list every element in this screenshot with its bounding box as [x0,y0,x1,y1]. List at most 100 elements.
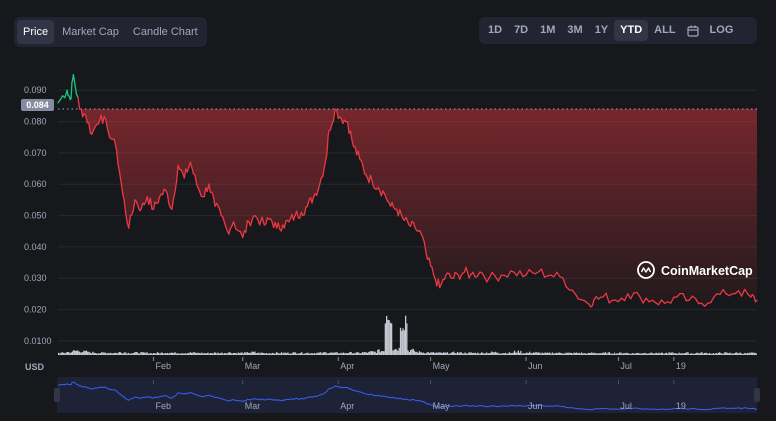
price-segment [369,174,373,182]
price-segment [639,296,644,304]
log-scale-button[interactable]: LOG [709,24,734,36]
price-segment [138,208,142,212]
range-3m-button[interactable]: 3M [567,24,583,36]
volume-bar [89,352,91,355]
price-segment [215,202,219,207]
volume-bar [270,353,272,355]
volume-bar [161,352,164,355]
volume-bar [339,353,341,355]
price-segment [740,288,746,297]
volume-bar [232,353,235,355]
volume-bar [591,352,593,355]
volume-bar [349,352,351,355]
price-segment [377,186,381,192]
volume-bar [155,353,157,355]
current-price-badge [21,99,54,111]
volume-bar [188,353,190,355]
volume-bar [316,352,318,355]
price-segment [166,192,170,205]
price-segment [103,116,107,121]
volume-bar [165,353,167,355]
volume-bar [377,349,379,355]
range-1d-button[interactable]: 1D [488,24,503,36]
volume-bar [545,352,547,355]
price-area [58,109,757,307]
range-ytd-button[interactable]: YTD [614,20,649,41]
tab-price[interactable]: Price [17,20,55,44]
price-segment [343,119,347,123]
volume-bar [208,353,210,355]
price-segment [479,271,483,274]
range-all-button[interactable]: ALL [654,24,676,36]
volume-bar [684,352,687,355]
volume-bar [739,352,741,355]
volume-bar [88,351,90,355]
volume-bar [587,353,589,355]
volume-bar [751,352,754,355]
volume-bar [283,352,285,355]
volume-bar [672,352,674,355]
tab-candle-chart[interactable]: Candle Chart [132,26,198,38]
price-segment [339,116,342,120]
volume-bar [683,353,685,355]
volume-bar [606,353,608,355]
volume-bar [68,352,70,355]
price-segment [744,288,749,295]
volume-bar [380,351,383,355]
volume-bar [730,353,732,355]
volume-bar [147,353,150,355]
watermark-text: CoinMarketCap [661,264,753,278]
price-segment [272,221,276,229]
volume-bar [226,353,228,355]
price-segment [243,230,247,233]
volume-bar [253,351,255,355]
tab-market-cap[interactable]: Market Cap [62,26,119,38]
volume-bar [63,352,65,355]
price-segment [474,275,479,278]
volume-bar [272,352,274,355]
volume-bar [636,352,638,355]
price-segment [354,146,358,156]
price-segment [217,205,221,210]
price-segment [368,174,372,184]
volume-bar [731,353,733,355]
range-7d-button[interactable]: 7D [514,24,529,36]
price-segment [85,114,88,124]
volume-bar [489,352,492,355]
price-segment [157,196,161,204]
price-segment [175,164,179,183]
nav-tick-label: Feb [155,401,171,411]
volume-bar [600,353,602,355]
price-segment [101,116,105,125]
volume-bar [575,352,578,355]
volume-bar [719,352,721,355]
volume-bar [118,352,121,355]
volume-bar [510,353,512,355]
calendar-icon[interactable] [686,20,700,41]
volume-bar [698,353,701,355]
price-segment [203,187,207,198]
y-tick-label: 0.050 [24,211,47,221]
volume-bar [98,353,100,355]
volume-bar [368,351,370,355]
x-tick-label: Mar [245,361,261,371]
price-segment [69,97,72,101]
price-segment [122,192,125,202]
volume-bar [216,353,218,355]
volume-bar [240,352,242,355]
range-1y-button[interactable]: 1Y [594,24,609,36]
volume-bar [212,353,214,355]
volume-bar [296,353,298,355]
price-segment [271,220,275,229]
range-1m-button[interactable]: 1M [540,24,556,36]
price-segment [593,296,597,301]
volume-bar [336,352,338,355]
volume-bar [565,352,568,355]
volume-bar [474,352,476,355]
price-segment [246,220,250,223]
price-segment [519,270,524,278]
price-segment [597,296,602,300]
volume-bar [115,352,117,355]
price-segment [704,302,709,307]
